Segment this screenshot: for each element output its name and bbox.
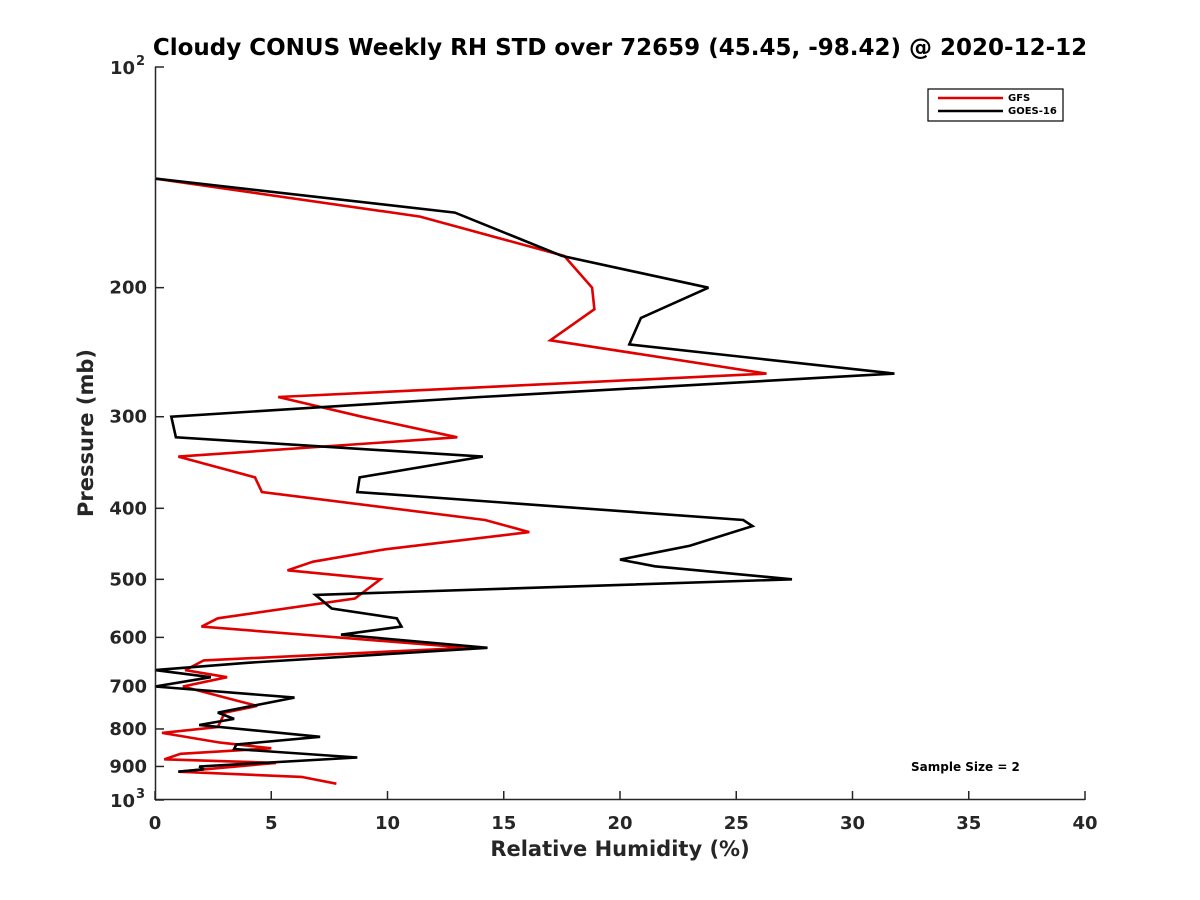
y-axis-label: Pressure (mb) [74,349,98,517]
y-tick-label: 300 [109,407,147,428]
x-tick-label: 5 [265,813,278,834]
sample-size-annotation: Sample Size = 2 [911,760,1020,774]
x-axis-label: Relative Humidity (%) [490,837,749,861]
series-layer [154,177,895,785]
y-tick-label-power: 10 3 [110,787,145,812]
y-tick-label: 800 [109,719,147,740]
series-line-goes16 [154,177,895,773]
x-axis-ticks: 0 5 10 15 20 25 30 35 40 [149,791,1098,834]
legend-label-goes16: GOES-16 [1008,106,1057,117]
x-tick-label: 40 [1072,813,1097,834]
x-tick-label: 20 [607,813,632,834]
legend: GFS GOES-16 [927,88,1064,122]
y-tick-label-exponent: 3 [136,787,145,802]
y-tick-label: 600 [109,627,147,648]
x-tick-label: 0 [149,813,162,834]
y-tick-label-power: 10 2 [110,54,145,79]
y-tick-label: 700 [109,676,147,697]
y-tick-label: 200 [109,278,147,299]
chart-title: Cloudy CONUS Weekly RH STD over 72659 (4… [153,35,1087,61]
y-tick-label: 400 [109,498,147,519]
y-tick-label: 500 [109,569,147,590]
x-tick-label: 25 [724,813,749,834]
y-tick-label-base: 10 [110,58,135,79]
x-tick-label: 15 [491,813,516,834]
x-tick-label: 10 [375,813,400,834]
y-tick-label-exponent: 2 [136,54,145,69]
series-line-gfs [154,177,767,785]
y-tick-label: 900 [109,756,147,777]
x-tick-label: 35 [956,813,981,834]
legend-box [927,88,1064,122]
legend-label-gfs: GFS [1008,93,1030,104]
y-tick-label-base: 10 [110,791,135,812]
x-tick-label: 30 [840,813,865,834]
